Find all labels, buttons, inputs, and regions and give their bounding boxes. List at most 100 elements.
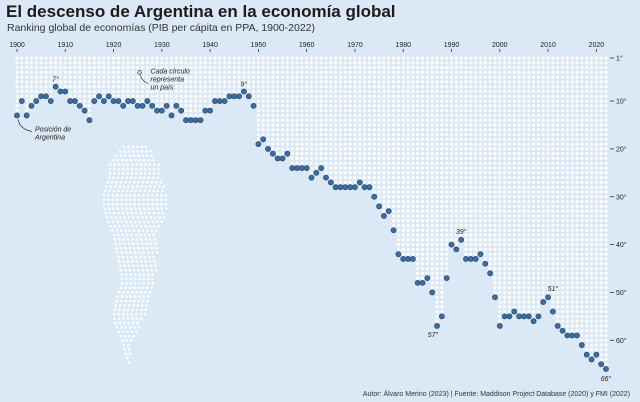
country-dot [493,262,497,266]
country-dot [449,89,454,94]
country-dot [570,75,574,79]
country-dot [594,99,598,103]
country-dot [411,219,415,223]
argentina-point [255,141,262,148]
country-dot [136,85,140,89]
country-dot [604,56,608,60]
country-dot [532,257,536,261]
country-dot [420,142,425,146]
country-dot [498,123,502,127]
country-dot [503,266,507,271]
country-dot [343,89,347,94]
country-dot [570,89,574,94]
country-dot [483,228,487,232]
country-dot [392,156,396,161]
country-dot [63,66,67,70]
country-dot [483,243,487,247]
country-dot [561,257,565,261]
country-dot [377,147,381,151]
country-dot [435,266,439,271]
country-dot [498,300,502,304]
country-dot [454,94,458,98]
country-dot [522,109,526,113]
country-dot [387,185,391,189]
country-dot [112,80,116,84]
country-dot [551,257,555,261]
country-dot [169,99,174,103]
country-dot [527,228,531,232]
argentina-point [28,102,35,109]
country-dot [430,161,434,165]
country-dot [334,161,338,165]
country-dot [420,128,425,132]
map-dot [140,260,143,263]
x-tick-label: 1990 [444,42,460,49]
country-dot [449,61,454,65]
country-dot [522,89,526,94]
country-dot [575,209,579,213]
country-dot [396,137,400,141]
country-dot [594,286,598,290]
country-dot [585,247,589,251]
country-dot [63,56,67,60]
country-dot [512,61,516,65]
map-dot [138,273,141,276]
country-dot [392,142,396,146]
map-dot [144,290,147,294]
country-dot [522,152,526,156]
chart-title: El descenso de Argentina en la economía … [6,2,396,21]
country-dot [445,262,449,266]
country-dot [319,66,323,70]
country-dot [522,219,526,223]
argentina-point [564,332,571,339]
country-dot [420,56,425,60]
country-dot [575,199,579,204]
country-dot [309,80,314,84]
argentina-point [593,351,600,358]
country-dot [449,147,454,151]
country-dot [280,99,285,103]
country-dot [276,128,280,132]
country-dot [493,219,497,223]
country-dot [425,266,429,271]
country-dot [561,180,565,184]
country-dot [392,176,396,180]
argentina-point [559,327,566,334]
country-dot [512,123,516,127]
country-dot [372,99,376,103]
map-dot [133,220,137,224]
country-dot [382,75,386,79]
country-dot [488,180,492,184]
country-dot [305,156,309,161]
country-dot [565,104,569,108]
country-dot [561,252,565,256]
country-dot [454,176,458,180]
country-dot [348,171,352,175]
country-dot [271,61,275,65]
country-dot [256,113,260,117]
country-dot [604,109,608,113]
map-dot [127,145,130,149]
country-dot [478,219,483,223]
country-dot [503,75,507,79]
country-dot [469,56,473,60]
country-dot [503,180,507,184]
country-dot [589,247,594,251]
country-dot [430,228,434,232]
country-dot [498,286,502,290]
country-dot [305,152,309,156]
country-dot [556,161,560,165]
country-dot [34,75,38,79]
country-dot [565,257,569,261]
country-dot [131,94,135,98]
country-dot [604,300,608,304]
country-dot [585,262,589,266]
country-dot [392,94,396,98]
country-dot [589,343,594,347]
country-dot [503,70,507,74]
country-dot [585,324,589,328]
argentina-point [245,93,252,100]
map-dot [127,343,130,347]
country-dot [536,310,540,314]
country-dot [594,223,598,228]
